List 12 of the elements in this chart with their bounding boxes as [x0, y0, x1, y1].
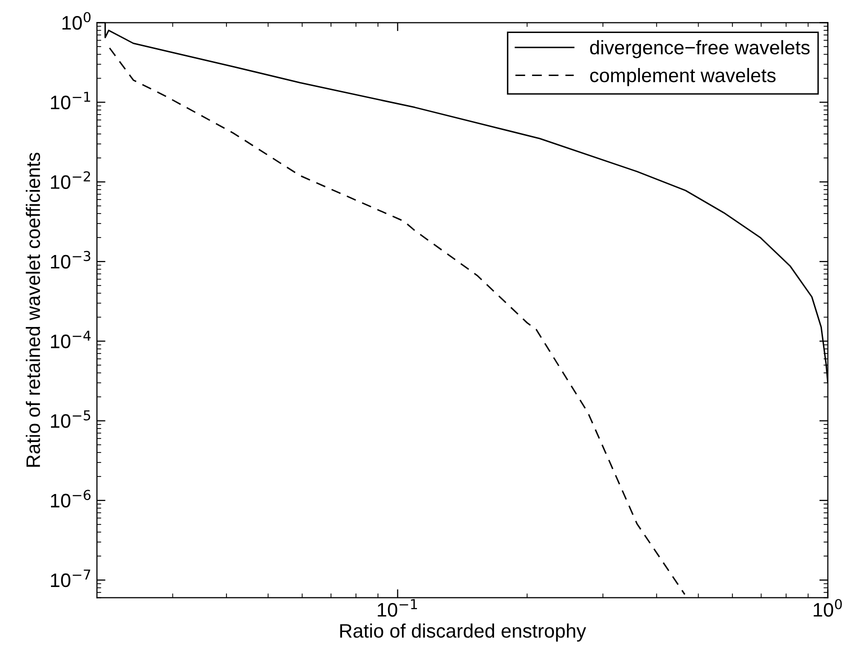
- x-axis-title: Ratio of discarded enstrophy: [340, 623, 586, 642]
- y-tick-label: 10$^{−6}$: [50, 490, 91, 508]
- y-tick-label: 10$^{−1}$: [50, 92, 90, 110]
- y-tick-label: 10$^{−5}$: [50, 410, 90, 428]
- y-tick-label: 10$^{−3}$: [50, 250, 90, 269]
- y-tick-label: 10$^{−7}$: [50, 570, 90, 588]
- legend-label: divergence−free wavelets: [590, 40, 810, 58]
- y-tick-label: 10$^{−2}$: [50, 171, 90, 189]
- y-tick-label: 10$^{−4}$: [50, 330, 91, 348]
- y-tick-label: 10$^{0}$: [62, 12, 91, 30]
- y-axis-title: Ratio of retained wavelet coefficients: [26, 152, 40, 467]
- legend-label: complement wavelets: [590, 68, 776, 86]
